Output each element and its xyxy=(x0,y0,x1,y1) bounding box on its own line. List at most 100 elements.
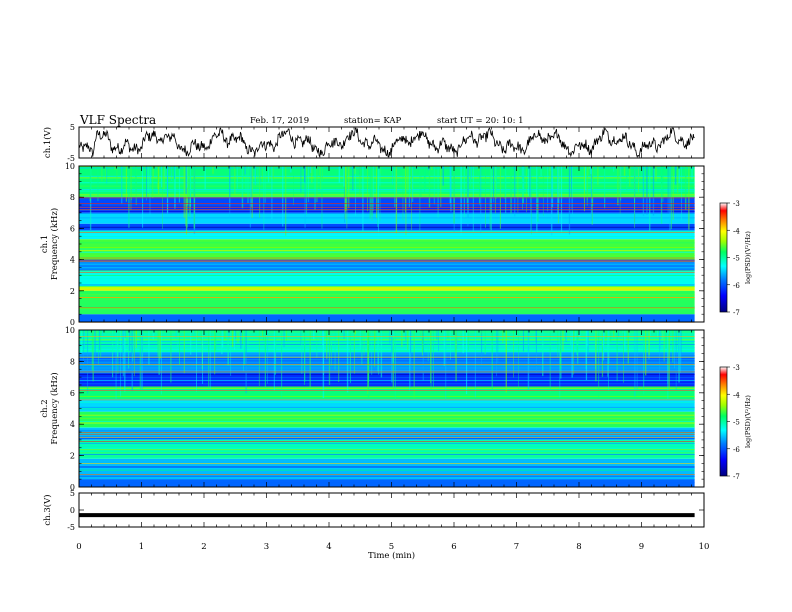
spectral-line xyxy=(79,468,695,469)
sferic-streak xyxy=(135,330,137,348)
spectral-line xyxy=(79,195,695,197)
spectral-line xyxy=(79,239,695,241)
sferic-streak xyxy=(601,330,604,377)
sferic-streak xyxy=(528,166,530,196)
sferic-streak xyxy=(596,166,598,168)
spectral-line xyxy=(79,381,695,383)
sferic-streak xyxy=(495,166,497,190)
sferic-streak xyxy=(98,330,101,351)
sferic-streak xyxy=(667,330,669,335)
spectral-line xyxy=(79,298,695,300)
sferic-streak xyxy=(542,330,544,377)
sferic-streak xyxy=(608,330,610,364)
spectral-line xyxy=(79,400,695,402)
sferic-streak xyxy=(610,330,612,343)
sferic-streak xyxy=(442,166,444,186)
sferic-streak xyxy=(421,330,424,356)
sferic-streak xyxy=(626,166,628,190)
sferic-streak xyxy=(408,166,410,208)
sferic-streak xyxy=(257,330,259,333)
x-tick-label: 3 xyxy=(264,542,269,552)
sferic-streak xyxy=(443,330,445,367)
sferic-streak xyxy=(193,166,196,229)
sferic-streak xyxy=(569,330,572,346)
sferic-streak xyxy=(591,166,593,225)
sferic-streak xyxy=(674,330,675,369)
sferic-streak xyxy=(127,330,130,369)
sferic-streak xyxy=(178,166,180,203)
sferic-streak xyxy=(178,330,181,365)
sferic-streak xyxy=(450,166,452,212)
spectral-line xyxy=(79,383,695,385)
sferic-streak xyxy=(674,166,677,185)
sferic-streak xyxy=(353,330,355,374)
sferic-streak xyxy=(247,330,249,345)
sferic-streak xyxy=(100,330,102,358)
sferic-streak xyxy=(303,166,306,183)
narrowband-line xyxy=(79,463,695,464)
sferic-streak xyxy=(391,330,393,383)
sferic-streak xyxy=(613,330,615,338)
sferic-streak xyxy=(518,330,520,340)
sferic-streak xyxy=(558,166,559,224)
sferic-streak xyxy=(413,330,415,399)
sferic-streak xyxy=(128,330,131,352)
y-tick-label: 0 xyxy=(70,483,75,492)
sferic-streak xyxy=(97,166,99,202)
sferic-streak xyxy=(379,166,381,222)
spectral-line xyxy=(79,454,695,455)
sferic-streak xyxy=(455,330,457,382)
start-time-label: start UT = 20: 10: 1 xyxy=(437,116,524,126)
sferic-streak xyxy=(407,166,409,191)
sferic-streak xyxy=(627,330,629,364)
x-tick-label: 5 xyxy=(389,542,394,552)
narrowband-line xyxy=(79,437,695,438)
sferic-streak xyxy=(152,166,154,199)
sferic-streak xyxy=(258,330,260,387)
sferic-streak xyxy=(618,330,619,337)
sferic-streak xyxy=(623,330,624,383)
sferic-streak xyxy=(316,330,318,358)
sferic-streak xyxy=(306,166,308,215)
waveform-line xyxy=(78,127,695,159)
y-tick-label: 10 xyxy=(65,162,75,171)
colorbar-tick-label: -3 xyxy=(733,200,740,208)
sferic-streak xyxy=(321,166,323,229)
y-tick-label: 8 xyxy=(70,193,75,202)
spectral-line xyxy=(79,380,695,382)
spectral-line xyxy=(79,449,695,451)
sferic-streak xyxy=(634,166,636,181)
ch1-spectrogram-panel: 0 2 4 6 8 10 ch.1 Frequency (kHz) xyxy=(40,162,705,327)
spectral-line xyxy=(79,264,695,266)
sferic-streak xyxy=(467,330,469,351)
sferic-streak xyxy=(542,166,544,216)
sferic-streak xyxy=(91,330,93,371)
sferic-streak xyxy=(159,330,161,359)
sferic-streak xyxy=(670,166,672,230)
sferic-streak xyxy=(268,330,269,334)
sferic-streak xyxy=(125,166,127,202)
sferic-streak xyxy=(586,166,588,201)
sferic-streak xyxy=(531,166,532,235)
spectral-line xyxy=(79,182,695,184)
sferic-streak xyxy=(175,330,177,339)
sferic-streak xyxy=(662,166,664,202)
sferic-streak xyxy=(354,330,356,335)
sferic-streak xyxy=(259,166,261,218)
spectral-line xyxy=(79,355,695,356)
spectral-line xyxy=(79,286,695,287)
spectral-line xyxy=(79,236,695,237)
spectral-line xyxy=(79,278,695,280)
sferic-streak xyxy=(128,166,130,228)
spectral-line xyxy=(79,377,695,378)
sferic-streak xyxy=(128,166,130,182)
spectral-line xyxy=(79,443,695,444)
sferic-streak xyxy=(188,166,190,217)
sferic-streak xyxy=(313,330,315,340)
spectral-line xyxy=(79,331,695,333)
sferic-streak xyxy=(691,166,693,180)
sferic-streak xyxy=(425,166,427,190)
spectral-line xyxy=(79,436,695,438)
sferic-streak xyxy=(465,330,468,395)
sferic-streak xyxy=(142,166,144,228)
